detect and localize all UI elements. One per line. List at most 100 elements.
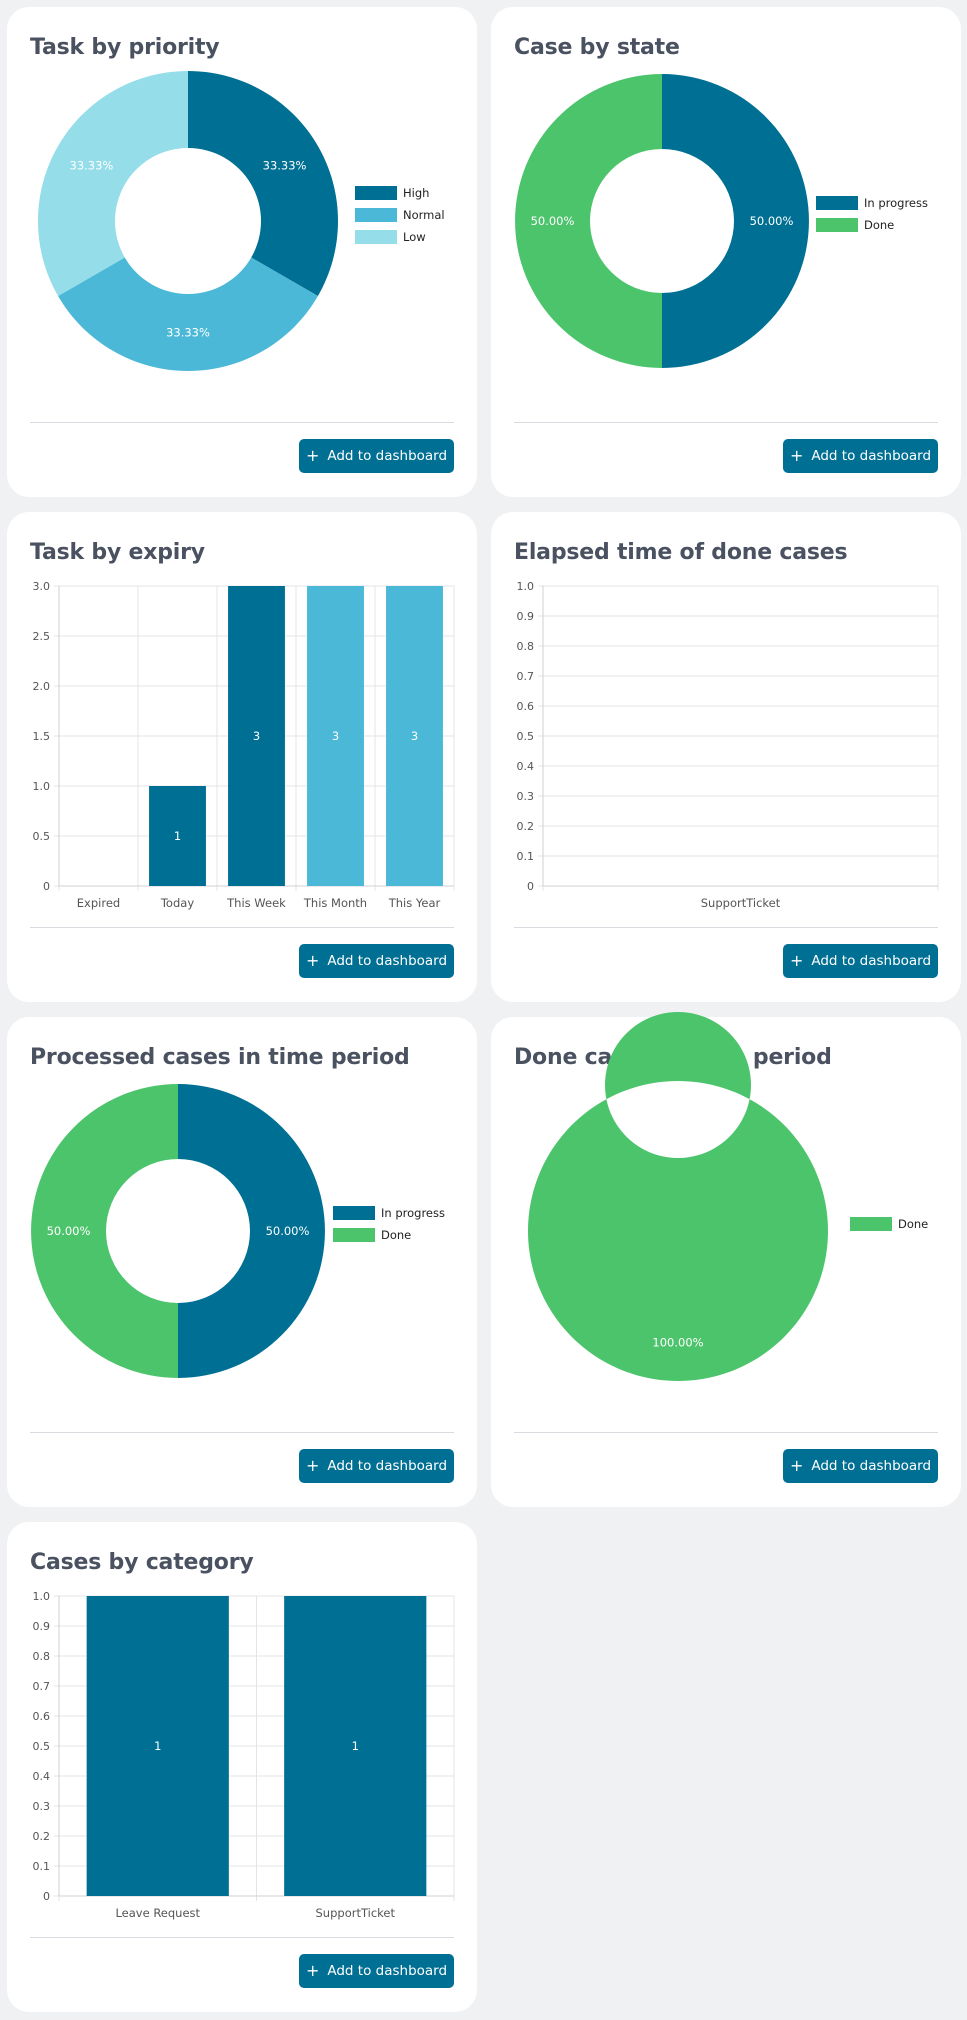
legend-label: Done [898, 1217, 928, 1231]
pie-slice-in-progress [178, 1084, 325, 1378]
legend-label: Done [864, 218, 894, 232]
y-tick-label: 0 [43, 1890, 50, 1903]
bar-value-label: 3 [411, 729, 418, 743]
plus-icon: + [789, 1456, 804, 1475]
bar-this-month [307, 586, 364, 886]
bar-this-year [386, 586, 443, 886]
add-to-dashboard-button[interactable]: + Add to dashboard [299, 1954, 454, 1988]
pie-slice-in-progress [662, 74, 809, 368]
task-by-expiry-chart: 0 0.5 1.0 1.5 2.0 2.5 3.0 Expired 1 Today 3 This We… [33, 580, 455, 910]
y-tick-label: 0.2 [33, 1830, 51, 1843]
y-tick-label: 2.5 [33, 630, 51, 643]
add-to-dashboard-label: Add to dashboard [811, 1458, 932, 1474]
bar-supportticket [284, 1596, 427, 1896]
x-tick-label: Leave Request [115, 1906, 200, 1920]
x-tick-label: This Year [388, 896, 441, 910]
y-tick-label: 0.6 [517, 700, 535, 713]
bar-value-label: 3 [253, 729, 260, 743]
legend-label: High [403, 186, 429, 200]
pie-slice-normal [58, 257, 318, 371]
y-tick-label: 2.0 [33, 680, 51, 693]
y-tick-label: 1.5 [33, 730, 51, 743]
add-to-dashboard-label: Add to dashboard [327, 1963, 448, 1979]
x-tick-label: This Week [226, 896, 286, 910]
legend-swatch [333, 1228, 375, 1242]
card-cases-by-category: Cases by category 0 0.1 0.2 0.3 0.4 0.5 0.6 0.7… [7, 1522, 477, 2012]
pie-slice-done [31, 1084, 179, 1378]
legend-swatch [333, 1206, 375, 1220]
y-tick-label: 3.0 [33, 580, 51, 593]
card-done-cases: Done cases in time period 100.00%Done + … [491, 1012, 961, 1507]
card-title: Elapsed time of done cases [514, 540, 848, 565]
y-tick-label: 0.6 [33, 1710, 51, 1723]
slice-value-label: 33.33% [70, 158, 114, 172]
pie-slice-high [188, 71, 338, 296]
legend-label: In progress [864, 196, 928, 210]
y-tick-label: 0.5 [33, 830, 51, 843]
y-tick-label: 0.3 [517, 790, 535, 803]
add-to-dashboard-button[interactable]: + Add to dashboard [299, 1449, 454, 1483]
x-tick-label: This Month [303, 896, 367, 910]
cases-by-category-chart: 0 0.1 0.2 0.3 0.4 0.5 0.6 0.7 0.8 0.9 1.0 1 Leave Re… [33, 1590, 455, 1920]
y-tick-label: 0.4 [517, 760, 535, 773]
y-tick-label: 0.5 [33, 1740, 51, 1753]
slice-value-label: 33.33% [263, 158, 307, 172]
bar-today [149, 786, 206, 886]
y-tick-label: 0.3 [33, 1800, 51, 1813]
legend-label: Low [403, 230, 426, 244]
card-title: Case by state [514, 35, 680, 60]
y-tick-label: 1.0 [33, 780, 51, 793]
card-title: Processed cases in time period [30, 1045, 410, 1070]
y-tick-label: 0 [43, 880, 50, 893]
x-tick-label: SupportTicket [316, 1906, 396, 1920]
add-to-dashboard-button[interactable]: + Add to dashboard [299, 439, 454, 473]
plus-icon: + [789, 951, 804, 970]
add-to-dashboard-button[interactable]: + Add to dashboard [783, 944, 938, 978]
processed-cases-chart: 50.00% 50.00% In progress Done [31, 1084, 445, 1378]
y-tick-label: 0.1 [33, 1860, 51, 1873]
done-cases-chart: 100.00% Done [527, 1012, 928, 1381]
slice-value-label: 50.00% [47, 1224, 91, 1238]
slice-value-label: 50.00% [531, 214, 575, 228]
case-by-state-chart: 50.00% 50.00% In progress Done [515, 74, 928, 368]
add-to-dashboard-button[interactable]: + Add to dashboard [299, 944, 454, 978]
bar-value-label: 1 [154, 1739, 161, 1753]
x-tick-label: Expired [77, 896, 120, 910]
task-by-priority-chart: 33.33% 33.33% 33.33% High Normal Low [38, 71, 445, 371]
y-tick-label: 1.0 [517, 580, 535, 593]
slice-value-label: 100.00% [652, 1336, 703, 1350]
y-tick-label: 0.8 [517, 640, 535, 653]
x-tick-label: Today [160, 896, 194, 910]
y-tick-label: 0.1 [517, 850, 535, 863]
card-task-by-expiry: Task by expiry 0 0.5 1.0 1.5 2.0 2.5 3.0 Expire… [7, 512, 477, 1002]
divider [30, 1937, 454, 1938]
plus-icon: + [305, 1456, 320, 1475]
y-tick-label: 0.7 [33, 1680, 51, 1693]
y-tick-label: 0.8 [33, 1650, 51, 1663]
legend-swatch [355, 208, 397, 222]
divider [30, 422, 454, 423]
card-title: Cases by category [30, 1550, 254, 1575]
y-tick-label: 0.7 [517, 670, 535, 683]
divider [30, 1432, 454, 1433]
add-to-dashboard-button[interactable]: + Add to dashboard [783, 439, 938, 473]
card-elapsed-time: Elapsed time of done cases 0 0.1 0.2 0.3 0.4… [491, 512, 961, 1002]
pie-slice-done [527, 1012, 828, 1381]
add-to-dashboard-label: Add to dashboard [811, 448, 932, 464]
add-to-dashboard-label: Add to dashboard [811, 953, 932, 969]
legend-swatch [816, 196, 858, 210]
y-tick-label: 0.2 [517, 820, 535, 833]
legend-swatch [355, 230, 397, 244]
card-task-by-priority: Task by priority 33.33% 33.33% 33.33% High N… [7, 7, 477, 497]
pie-slice-low [38, 71, 188, 296]
legend-label: Normal [403, 208, 445, 222]
y-tick-label: 0.4 [33, 1770, 51, 1783]
divider [514, 927, 938, 928]
bar-value-label: 1 [174, 829, 181, 843]
slice-value-label: 33.33% [166, 326, 210, 340]
y-tick-label: 0 [527, 880, 534, 893]
add-to-dashboard-button[interactable]: + Add to dashboard [783, 1449, 938, 1483]
slice-value-label: 50.00% [750, 214, 794, 228]
bar-value-label: 1 [352, 1739, 359, 1753]
legend-swatch [850, 1217, 892, 1231]
